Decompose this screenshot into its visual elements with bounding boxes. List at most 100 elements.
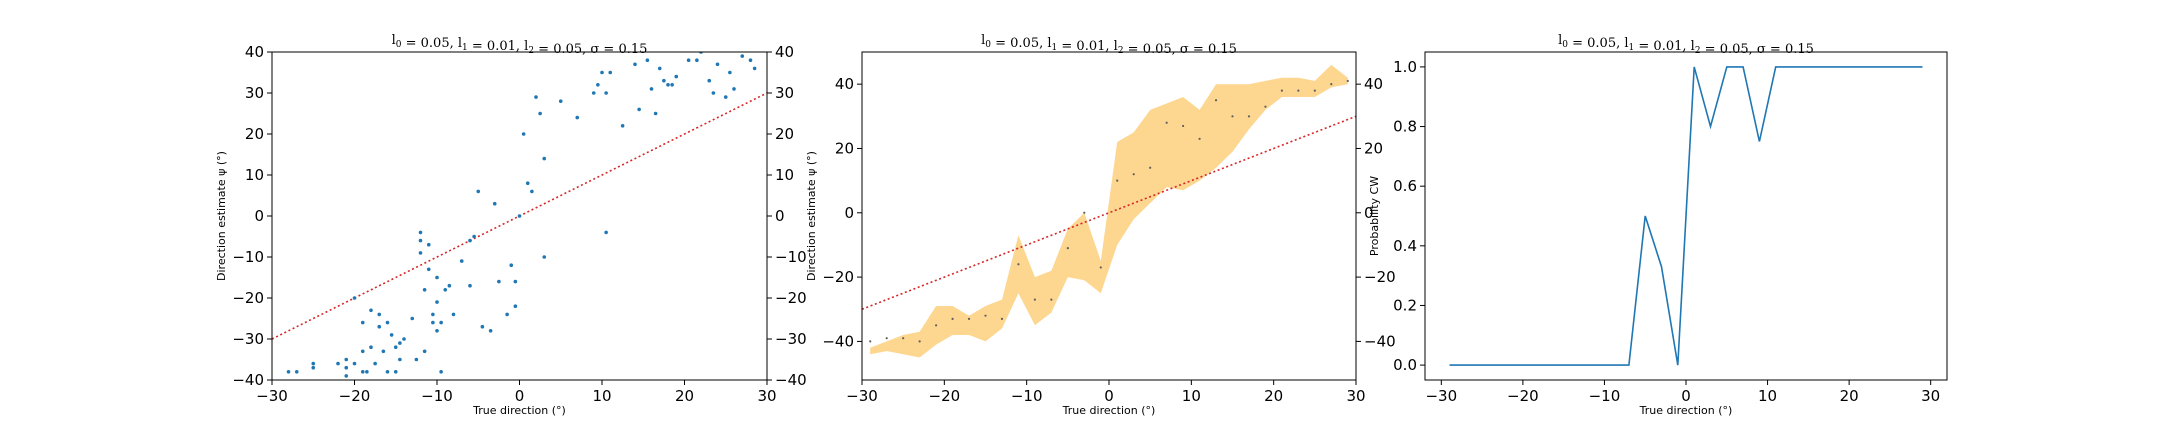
- data-point: [715, 62, 720, 67]
- mean-point: [1132, 173, 1135, 176]
- y-axis-label: Probability CW: [1368, 176, 1381, 256]
- x-tick-label: −30: [1425, 387, 1457, 405]
- y-tick-label: −20: [822, 268, 854, 286]
- data-point: [604, 91, 608, 95]
- data-point: [377, 312, 382, 317]
- mean-point: [1346, 79, 1349, 83]
- data-point: [674, 74, 679, 79]
- y-tick-label: 0.6: [1393, 177, 1417, 195]
- mean-point: [902, 337, 905, 340]
- data-point: [393, 345, 398, 350]
- data-point: [385, 320, 390, 325]
- data-point: [538, 111, 542, 116]
- mean-point: [885, 337, 888, 340]
- x-tick-label: 0: [1104, 387, 1114, 405]
- mean-point: [869, 340, 872, 343]
- data-point: [360, 349, 365, 354]
- data-point: [389, 333, 394, 337]
- data-point: [633, 62, 637, 67]
- data-point: [558, 99, 563, 103]
- x-tick-label: −20: [1507, 387, 1539, 405]
- data-point: [670, 83, 674, 87]
- x-tick-label: 0: [1681, 387, 1691, 405]
- right-y-tick-label: 40: [775, 43, 794, 61]
- data-point: [286, 370, 291, 374]
- x-tick-label: 30: [1346, 387, 1365, 405]
- mean-point: [1149, 166, 1152, 169]
- data-point: [728, 70, 732, 75]
- data-point: [344, 374, 349, 378]
- data-point: [732, 87, 736, 91]
- data-point: [393, 370, 398, 374]
- mean-point: [1165, 121, 1168, 124]
- data-point: [385, 370, 390, 374]
- data-point: [431, 320, 435, 325]
- y-tick-label: 30: [245, 84, 264, 102]
- data-point: [459, 259, 464, 263]
- data-point: [752, 66, 757, 71]
- right-y-tick-label: 0: [1364, 204, 1374, 222]
- right-y-tick-label: 20: [775, 125, 794, 143]
- y-tick-label: −20: [232, 289, 264, 307]
- y-tick-label: 0.4: [1393, 237, 1417, 255]
- mean-point: [1297, 89, 1300, 92]
- data-point: [418, 238, 423, 243]
- mean-point: [1247, 115, 1251, 118]
- y-tick-label: 40: [245, 43, 264, 61]
- data-point: [649, 87, 654, 91]
- data-point: [505, 312, 509, 317]
- data-point: [352, 296, 357, 300]
- x-tick-label: −30: [256, 387, 288, 405]
- data-point: [497, 279, 501, 284]
- data-point: [369, 345, 373, 350]
- y-tick-label: 10: [245, 166, 264, 184]
- data-point: [723, 95, 728, 99]
- x-tick-label: 20: [1840, 387, 1859, 405]
- mean-point: [951, 317, 954, 321]
- data-point: [439, 320, 443, 325]
- mean-point: [935, 324, 938, 327]
- mean-point: [1214, 99, 1218, 102]
- data-point: [451, 312, 456, 317]
- x-tick-label: −10: [1011, 387, 1043, 405]
- mean-point: [1231, 115, 1234, 118]
- data-point: [534, 95, 538, 99]
- right-y-tick-label: 40: [1364, 75, 1383, 93]
- data-point: [311, 361, 316, 366]
- right-y-tick-label: −20: [775, 289, 807, 307]
- data-point: [435, 300, 439, 304]
- data-point: [360, 320, 365, 325]
- y-tick-label: −10: [232, 248, 264, 266]
- data-point: [365, 370, 369, 374]
- data-point: [575, 115, 580, 120]
- data-point: [620, 124, 625, 128]
- data-point: [707, 78, 712, 83]
- probability-line: [1449, 66, 1923, 366]
- plot-area: [862, 64, 1356, 358]
- data-point: [530, 189, 534, 194]
- x-axis-label: True direction (°): [1639, 404, 1733, 417]
- mean-point: [1198, 137, 1201, 140]
- mean-point: [1264, 105, 1267, 108]
- data-point: [509, 263, 514, 268]
- data-point: [472, 234, 476, 239]
- data-point: [344, 365, 349, 370]
- x-tick-label: 10: [1182, 387, 1201, 405]
- y-tick-label: 0.8: [1393, 118, 1417, 136]
- data-point: [542, 156, 547, 161]
- data-point: [542, 255, 547, 259]
- data-point: [476, 189, 481, 194]
- data-point: [600, 70, 604, 75]
- right-y-tick-label: −40: [1364, 332, 1396, 350]
- data-point: [418, 230, 423, 235]
- y-tick-label: 20: [245, 125, 264, 143]
- data-point: [422, 349, 427, 354]
- mean-point: [967, 317, 971, 321]
- data-point: [352, 361, 357, 366]
- y-tick-label: 1.0: [1393, 58, 1417, 76]
- data-point: [521, 132, 526, 136]
- chart-title: l0 = 0.05, l1 = 0.01, l2 = 0.05, σ = 0.1…: [981, 33, 1237, 57]
- data-point: [294, 370, 299, 374]
- mean-point: [1280, 89, 1283, 92]
